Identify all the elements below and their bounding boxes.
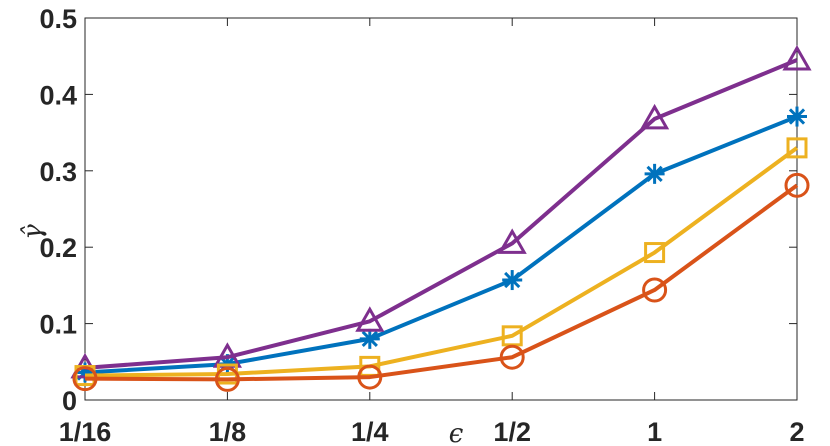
point-circle <box>214 366 240 392</box>
y-tick-label: 0.2 <box>39 233 77 263</box>
asterisk-stroke <box>361 330 378 348</box>
point-triangle <box>497 228 527 254</box>
series-line-square <box>84 146 799 378</box>
point-circle <box>499 344 525 370</box>
point-triangle <box>782 44 812 71</box>
series-layer <box>70 44 812 392</box>
series-line-circle <box>84 183 799 382</box>
y-tick-label: 0 <box>62 386 77 416</box>
point-square <box>644 242 666 264</box>
y-tick-label: 0.1 <box>39 310 77 340</box>
series-circle <box>72 172 810 392</box>
x-tick-label: 1/16 <box>59 417 112 446</box>
x-tick-label: 1/8 <box>209 417 247 446</box>
point-triangle <box>640 103 670 130</box>
x-tick-label: 1 <box>647 417 662 446</box>
y-tick-label: 0.4 <box>39 80 77 110</box>
point-asterisk <box>502 270 523 291</box>
x-axis-ticks: 1/16 1/8 1/4 1/2 1 2 <box>59 18 805 446</box>
plot-area <box>84 17 798 401</box>
point-circle <box>642 277 668 303</box>
series-line-asterisk <box>84 114 798 375</box>
y-tick-label: 0.5 <box>39 4 77 34</box>
point-asterisk <box>359 328 380 349</box>
x-axis-label: ϵ <box>449 419 464 446</box>
point-circle <box>72 366 98 392</box>
plot-frame <box>84 17 798 401</box>
point-asterisk <box>787 106 807 127</box>
y-axis-ticks: 0 0.1 0.2 0.3 0.4 0.5 <box>39 4 797 416</box>
x-tick-label: 1/4 <box>351 417 389 446</box>
asterisk-stroke <box>646 165 663 182</box>
point-asterisk <box>644 163 665 184</box>
point-circle <box>357 364 383 390</box>
y-axis-label: γ̂ <box>18 224 48 240</box>
asterisk-stroke <box>788 108 806 125</box>
y-tick-label: 0.3 <box>39 157 77 187</box>
point-square <box>786 137 808 159</box>
point-triangle <box>355 306 385 332</box>
x-tick-label: 2 <box>789 417 804 446</box>
x-tick-label: 1/2 <box>493 417 531 446</box>
series-square <box>74 137 808 387</box>
point-circle <box>784 172 810 198</box>
series-line-triangle <box>84 58 798 370</box>
asterisk-stroke <box>504 271 521 289</box>
